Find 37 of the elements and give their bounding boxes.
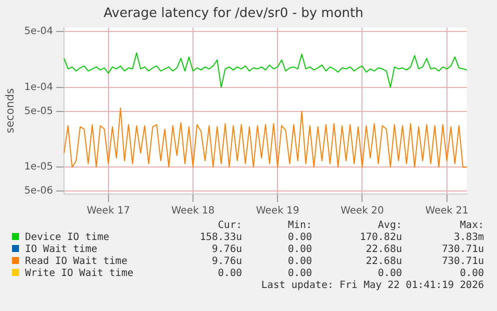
text: 9.76u xyxy=(210,244,242,256)
legend-label: Read IO Wait time xyxy=(24,256,128,268)
text: 9.76u xyxy=(210,256,242,268)
text: 0.00 xyxy=(216,268,242,280)
text: 158.33u xyxy=(198,232,242,244)
text: 0.00 xyxy=(376,268,402,280)
text: 0.00 xyxy=(286,244,312,256)
text: 22.68u xyxy=(364,256,402,268)
y-tick-label: 1e-05 xyxy=(24,162,54,173)
text: Last update: Fri May 22 01:41:19 2026 xyxy=(260,280,484,292)
y-tick-label: 1e-04 xyxy=(24,82,54,93)
text: Cur: xyxy=(216,220,242,232)
y-tick-label: 5e-04 xyxy=(24,26,54,38)
x-tick-label: Week 20 xyxy=(340,206,384,217)
y-axis-title: seconds xyxy=(3,88,16,134)
text: Max: xyxy=(458,220,484,232)
legend-label: Write IO Wait time xyxy=(24,268,134,280)
text: 22.68u xyxy=(364,244,402,256)
x-tick-label: Week 21 xyxy=(425,206,469,217)
x-tick-label: Week 19 xyxy=(256,206,300,217)
text: 730.71u xyxy=(440,256,484,268)
text: Avg: xyxy=(376,220,402,232)
text: Min: xyxy=(286,220,312,232)
text: 0.00 xyxy=(286,256,312,268)
text: 730.71u xyxy=(440,244,484,256)
x-tick-label: Week 18 xyxy=(171,206,215,217)
legend-label: IO Wait time xyxy=(24,244,98,256)
text: 170.82u xyxy=(358,232,402,244)
text: 0.00 xyxy=(286,268,312,280)
text: 3.83m xyxy=(452,232,484,244)
text: 0.00 xyxy=(286,232,312,244)
text: 0.00 xyxy=(458,268,484,280)
y-tick-label: 5e-06 xyxy=(24,186,54,197)
x-tick-label: Week 17 xyxy=(86,206,130,217)
y-tick-label: 5e-05 xyxy=(24,106,54,117)
chart-title: Average latency for /dev/sr0 - by month xyxy=(104,6,364,22)
legend-label: Device IO time xyxy=(24,232,110,244)
